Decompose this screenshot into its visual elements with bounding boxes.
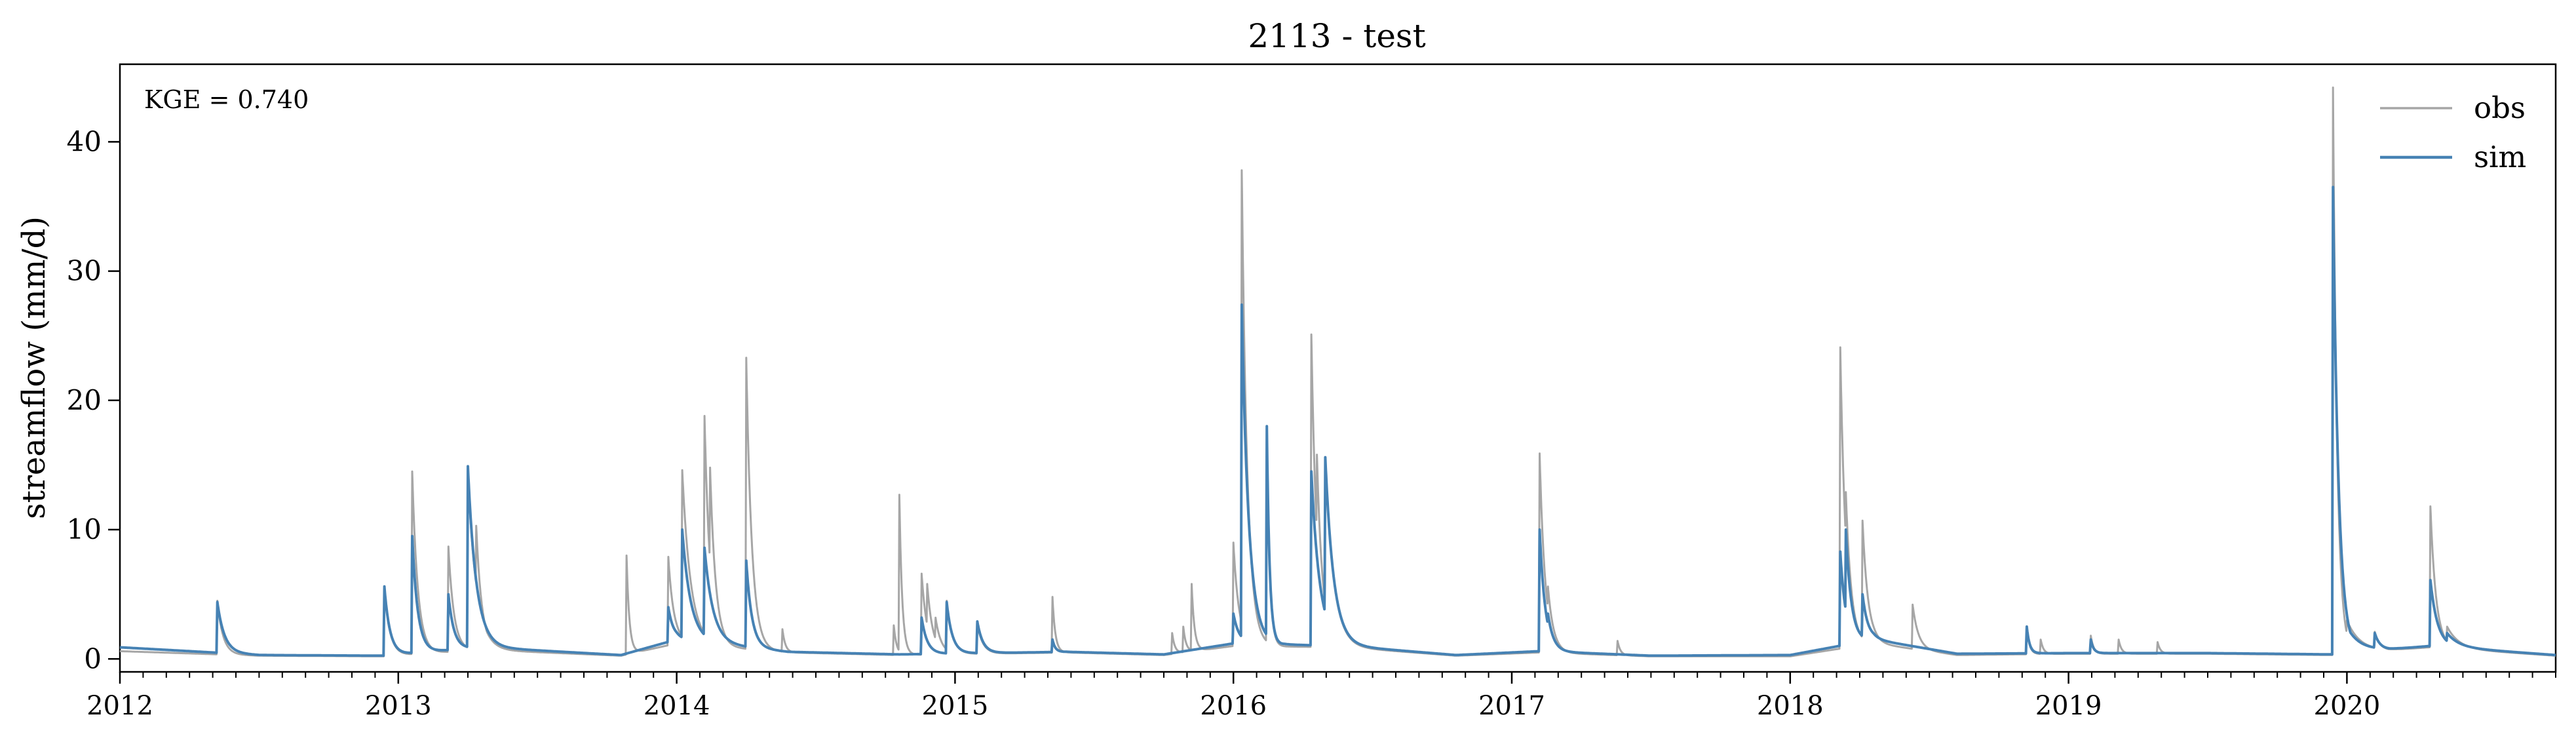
x-tick-label: 2013 [365, 691, 432, 721]
y-tick-label: 20 [67, 384, 102, 416]
legend-sim-label: sim [2474, 140, 2526, 174]
y-axis: 0 10 20 30 40 [67, 125, 120, 674]
x-tick-label: 2017 [1478, 691, 1545, 721]
chart-title: 2113 - test [1248, 17, 1425, 55]
y-axis-label: streamflow (mm/d) [16, 216, 52, 519]
x-axis: 2012 2013 2014 2015 2016 2017 2018 2019 2020 [87, 672, 2556, 721]
y-tick-label: 0 [84, 642, 102, 674]
y-tick-label: 40 [67, 125, 102, 157]
series-line-sim [119, 186, 2557, 657]
x-tick-label: 2018 [1757, 691, 1824, 721]
series-layer [119, 87, 2557, 657]
plot-area [119, 63, 2557, 673]
legend-obs-label: obs [2474, 90, 2526, 125]
x-tick-label: 2014 [644, 691, 710, 721]
y-tick-label: 30 [67, 255, 102, 287]
y-tick-label: 10 [67, 513, 102, 545]
series-line-obs [119, 87, 2556, 657]
x-tick-label: 2020 [2314, 691, 2381, 721]
legend: obs sim [2380, 90, 2526, 174]
x-tick-label: 2016 [1200, 691, 1267, 721]
x-tick-label: 2019 [2035, 691, 2102, 721]
plot-frame [119, 63, 2557, 673]
kge-annotation: KGE = 0.740 [144, 85, 309, 114]
x-tick-label: 2012 [87, 691, 153, 721]
x-tick-label: 2015 [922, 691, 989, 721]
